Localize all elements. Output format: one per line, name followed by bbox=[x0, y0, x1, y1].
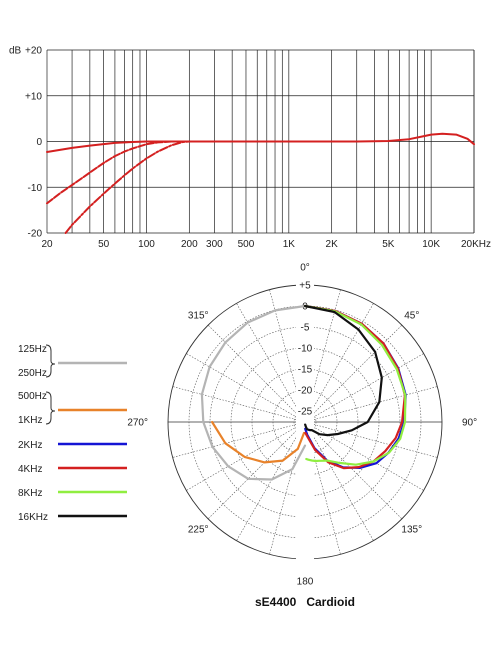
polar-spoke bbox=[172, 386, 306, 423]
polar-spoke bbox=[172, 421, 306, 458]
radial-tick-label: -10 bbox=[298, 344, 313, 355]
x-tick-label: 20KHz bbox=[461, 239, 491, 250]
angle-label: 270° bbox=[127, 418, 148, 429]
polar-label-band bbox=[296, 281, 314, 563]
x-tick-label: 500 bbox=[238, 239, 255, 250]
legend-label: 8KHz bbox=[18, 488, 42, 499]
polar-spoke bbox=[304, 421, 403, 520]
x-tick-label: 2K bbox=[326, 239, 339, 250]
radial-tick-label: -5 bbox=[301, 323, 310, 334]
polar-chart-title: sE4400 Cardioid bbox=[255, 595, 355, 609]
radial-tick-label: +5 bbox=[299, 281, 311, 292]
polar-series-500hz-1khz bbox=[211, 420, 306, 464]
angle-label: 135° bbox=[401, 524, 422, 535]
polar-ring bbox=[209, 326, 401, 518]
y-axis-unit-label: dB bbox=[9, 46, 22, 57]
angle-label: 225° bbox=[188, 524, 209, 535]
polar-series-125hz-250hz bbox=[200, 304, 307, 481]
legend-brace bbox=[45, 391, 56, 425]
legend-label: 2KHz bbox=[18, 440, 42, 451]
response-series-solid bbox=[46, 132, 475, 153]
x-tick-label: 200 bbox=[181, 239, 198, 250]
polar-spoke bbox=[304, 421, 438, 458]
polar-spoke bbox=[236, 421, 306, 541]
legend-label: 4KHz bbox=[18, 464, 42, 475]
y-tick-label: -20 bbox=[28, 229, 43, 240]
polar-spoke bbox=[304, 303, 374, 423]
legend-label: 1KHz bbox=[18, 415, 42, 426]
response-series-dashed bbox=[46, 140, 191, 205]
legend-brace bbox=[45, 344, 56, 378]
x-tick-label: 300 bbox=[206, 239, 223, 250]
polar-spoke bbox=[236, 303, 306, 423]
x-tick-label: 5K bbox=[382, 239, 395, 250]
x-tick-label: 20 bbox=[41, 239, 53, 250]
angle-label: 180 bbox=[297, 577, 314, 588]
polar-spoke bbox=[207, 421, 306, 520]
radial-tick-label: -25 bbox=[298, 407, 313, 418]
x-tick-label: 50 bbox=[98, 239, 110, 250]
angle-label: 315° bbox=[188, 311, 209, 322]
radial-tick-label: -20 bbox=[298, 386, 313, 397]
polar-series-8khz bbox=[303, 304, 407, 466]
angle-label: 0° bbox=[300, 263, 310, 274]
polar-spoke bbox=[304, 421, 424, 491]
y-tick-label: +20 bbox=[25, 46, 42, 57]
legend-label: 125Hz bbox=[18, 344, 47, 355]
y-tick-label: -10 bbox=[28, 183, 43, 194]
polar-spoke bbox=[186, 353, 306, 423]
polar-spoke bbox=[304, 421, 374, 541]
polar-spoke bbox=[304, 324, 403, 423]
x-tick-label: 100 bbox=[138, 239, 155, 250]
polar-series-16khz bbox=[303, 304, 383, 437]
polar-spoke bbox=[207, 324, 306, 423]
y-tick-label: +10 bbox=[25, 91, 42, 102]
y-tick-label: 0 bbox=[36, 137, 42, 148]
polar-spoke bbox=[304, 421, 341, 555]
polar-series-4khz bbox=[303, 304, 406, 470]
x-tick-label: 10K bbox=[422, 239, 440, 250]
polar-spoke bbox=[269, 421, 306, 555]
polar-spoke bbox=[269, 289, 306, 423]
radial-tick-label: -15 bbox=[298, 365, 313, 376]
legend-label: 16KHz bbox=[18, 512, 48, 523]
legend-label: 250Hz bbox=[18, 368, 47, 379]
x-tick-label: 1K bbox=[283, 239, 296, 250]
response-series-dashdot bbox=[64, 140, 191, 234]
legend-label: 500Hz bbox=[18, 391, 47, 402]
polar-spoke bbox=[186, 421, 306, 491]
angle-label: 45° bbox=[404, 311, 419, 322]
polar-spoke bbox=[304, 353, 424, 423]
angle-label: 90° bbox=[462, 418, 477, 429]
polar-spoke bbox=[304, 386, 438, 423]
